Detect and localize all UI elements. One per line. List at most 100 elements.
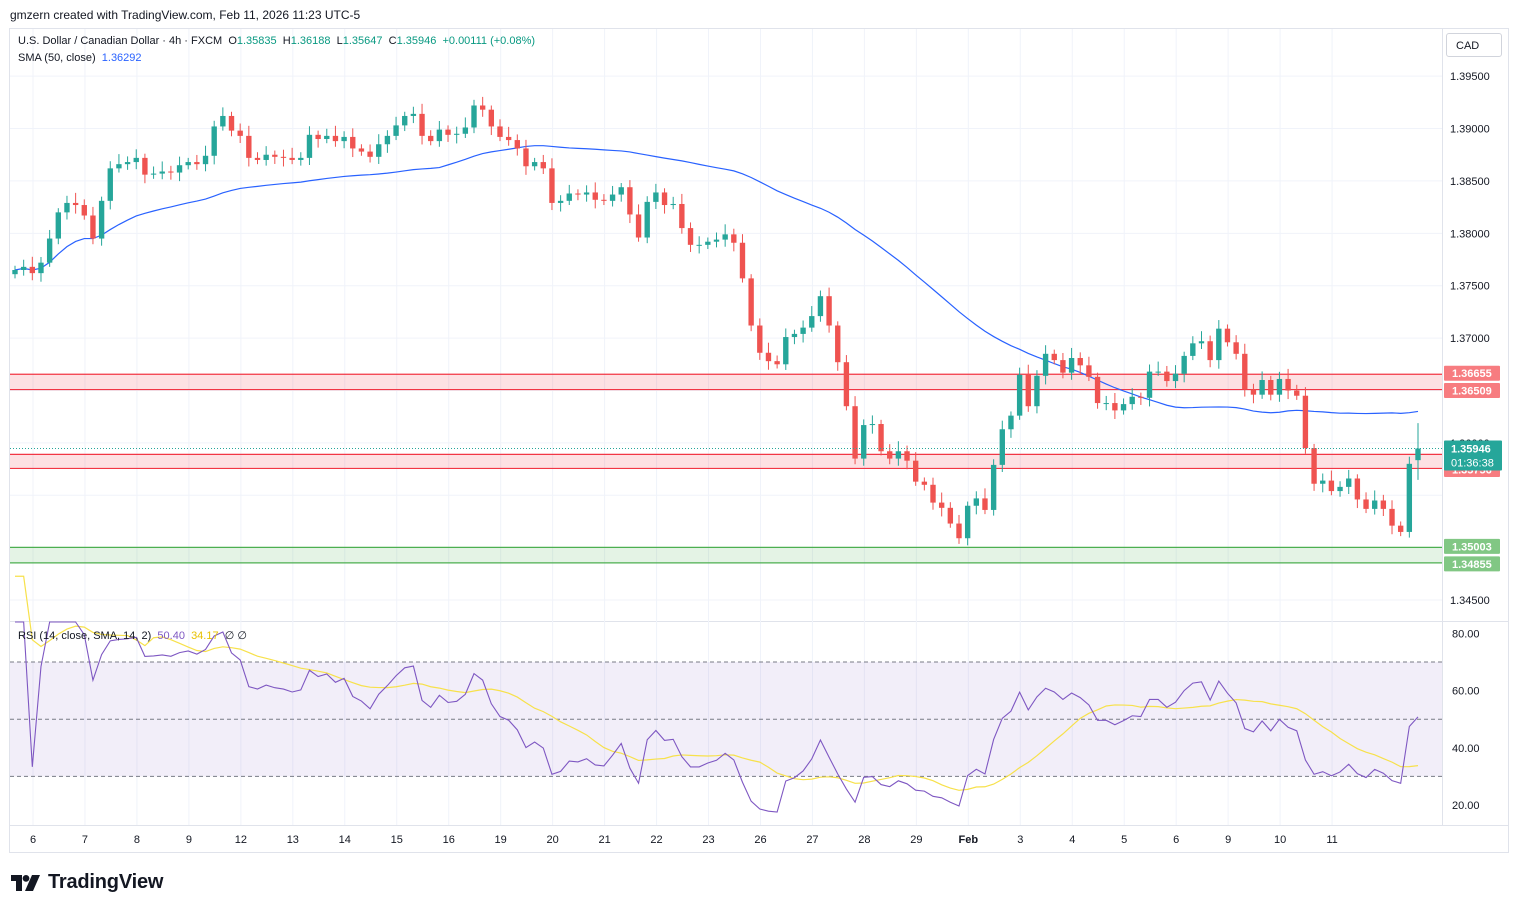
candle-body (809, 316, 815, 328)
rsi-line (15, 621, 1419, 813)
candle-body (990, 464, 997, 510)
resistance-zone (10, 454, 1442, 469)
candle-body (964, 505, 971, 539)
candle-body (1103, 403, 1109, 405)
candle-body (878, 424, 884, 452)
candle-body (124, 162, 131, 165)
symbol-title[interactable]: U.S. Dollar / Canadian Dollar · 4h · FXC… (18, 35, 223, 47)
candle-body (1406, 463, 1413, 532)
candle-body (514, 140, 520, 149)
candle-body (1120, 404, 1127, 411)
time-tick-label: 27 (806, 834, 818, 846)
candle-body (705, 241, 711, 245)
candle-body (817, 296, 824, 317)
candle-body (384, 135, 391, 145)
candle-body (254, 157, 261, 160)
chart-credit: gmzern created with TradingView.com, Feb… (10, 8, 361, 22)
ohlc-close: 1.35946 (396, 35, 437, 47)
support-zone-price-label: 1.35003 (1452, 541, 1492, 553)
candle-body (774, 361, 780, 365)
time-tick-label: 9 (186, 834, 192, 846)
candle-body (1016, 374, 1023, 416)
candle-body (98, 200, 105, 239)
candle-body (800, 327, 806, 334)
currency-selector[interactable]: CAD (1446, 33, 1502, 57)
candle-body (618, 187, 624, 195)
candle-body (1164, 371, 1170, 382)
candle-body (168, 171, 174, 173)
candle-body (947, 507, 954, 524)
sma-value: 1.36292 (101, 52, 142, 64)
candle-body (454, 133, 460, 135)
candle-body (90, 215, 96, 239)
resistance-zone-price-label: 1.36655 (1452, 368, 1492, 380)
candle-body (1086, 365, 1092, 377)
candle-body (1060, 360, 1066, 373)
candle-body (289, 157, 295, 160)
candle-body (739, 242, 746, 279)
candle-body (1077, 358, 1083, 366)
time-tick-label: Feb (959, 834, 979, 846)
price-legend: U.S. Dollar / Canadian Dollar · 4h · FXC… (18, 35, 535, 47)
support-zone-price-tag (1444, 538, 1500, 554)
candle-body (358, 148, 365, 152)
sma-label[interactable]: SMA (50, close) (18, 52, 96, 64)
candle-body (237, 130, 243, 136)
candle-body (12, 269, 18, 275)
brand[interactable]: TradingView (11, 871, 163, 894)
rsi-value: 50.40 (157, 630, 185, 642)
time-tick-label: 29 (910, 834, 922, 846)
candle-body (982, 498, 988, 510)
candle-body (895, 451, 902, 459)
candle-body (324, 135, 330, 140)
time-tick-label: 5 (1121, 834, 1127, 846)
candle-body (315, 134, 321, 140)
ohlc-close-label: C (388, 35, 397, 47)
candle-body (1250, 389, 1257, 395)
candle-body (428, 135, 434, 142)
candle-body (228, 115, 235, 131)
rsi-ma-line (15, 575, 1419, 791)
price-tick-label: 1.39500 (1450, 71, 1490, 83)
candle-body (627, 187, 633, 215)
candle-body (220, 115, 226, 127)
resistance-zone-price-tag (1444, 383, 1500, 399)
candle-body (376, 144, 382, 157)
time-tick-label: 7 (82, 834, 88, 846)
candle-body (1112, 403, 1118, 411)
candle-body (1389, 508, 1395, 526)
sma-legend: SMA (50, close) 1.36292 (18, 52, 142, 64)
candle-body (445, 129, 451, 135)
candle-body (1146, 371, 1153, 398)
candle-body (133, 157, 139, 163)
candle-body (1363, 499, 1369, 509)
candle-body (402, 115, 408, 126)
ohlc-open-label: O (228, 35, 237, 47)
candle-body (410, 113, 417, 116)
candle-body (938, 502, 945, 508)
candle-body (609, 194, 616, 201)
candle-body (1259, 380, 1265, 395)
candle-body (592, 192, 598, 200)
candle-body (930, 484, 936, 503)
price-tick-label: 1.38500 (1450, 176, 1490, 188)
ohlc-high: 1.36188 (290, 35, 331, 47)
candle-body (194, 162, 200, 165)
candle-body (280, 156, 287, 158)
rsi-label[interactable]: RSI (14, close, SMA, 14, 2) (18, 630, 152, 642)
candle-body (1337, 486, 1343, 492)
candle-body (1302, 395, 1309, 449)
support-zone (10, 547, 1442, 563)
price-change: +0.00111 (+0.08%) (442, 35, 536, 47)
candle-body (505, 136, 512, 141)
candle-body (1311, 448, 1317, 484)
time-tick-label: 23 (702, 834, 714, 846)
candle-body (566, 193, 572, 201)
time-tick-label: 10 (1274, 834, 1286, 846)
time-tick-label: 8 (134, 834, 140, 846)
candle-body (479, 105, 486, 110)
candle-body (635, 214, 642, 238)
candle-body (150, 173, 157, 175)
candle-body (1068, 358, 1075, 373)
